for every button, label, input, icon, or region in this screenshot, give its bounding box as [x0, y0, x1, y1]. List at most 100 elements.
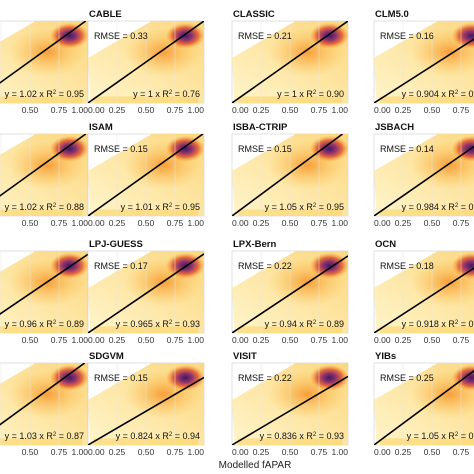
regression-line: [88, 134, 204, 216]
regression-line: [374, 369, 474, 445]
x-tick-label: 0.25: [253, 447, 270, 457]
x-tick-label: 0.75: [51, 105, 68, 115]
density-field: [232, 134, 348, 216]
panel-title: LPJ-GUESS: [89, 239, 143, 250]
regression-line: [232, 134, 343, 216]
panel-10: LPX-Bern RMSE = 0.22 y = 0.94 x R2 = 0.89 0…: [231, 239, 349, 345]
fit-equation: y = 1.02 x R2 = 0.88: [5, 202, 84, 212]
x-tick-label: 0.00: [232, 105, 249, 115]
density-field: [0, 363, 88, 445]
panel-title: YIBs: [375, 351, 396, 362]
fit-equation: y = 0.984 x R2 = 0.96: [402, 202, 474, 212]
x-tick-label: 0.50: [22, 218, 39, 228]
regression-line: [374, 267, 474, 333]
x-tick-label: 0.50: [138, 105, 155, 115]
x-tick-label: 0.50: [282, 218, 299, 228]
x-tick-label: 1.00: [187, 105, 204, 115]
regression-line: [232, 21, 348, 103]
x-tick-label: 1.00: [331, 335, 348, 345]
x-tick-label: 0.25: [395, 447, 412, 457]
x-tick-label: 0.75: [167, 105, 184, 115]
x-tick-label: 0.25: [253, 218, 270, 228]
x-tick-label: 1.00: [187, 335, 204, 345]
x-tick-label: 0.75: [453, 447, 470, 457]
x-tick-label: 0.75: [311, 447, 328, 457]
rmse-label: RMSE = 0.18: [380, 261, 434, 271]
x-tick-label: 0.25: [395, 218, 412, 228]
x-tick-label: 0.75: [311, 105, 328, 115]
rmse-label: RMSE = 0.15: [94, 144, 148, 154]
x-tick-label: 0.25: [395, 105, 412, 115]
x-tick-label: 0.00: [232, 218, 249, 228]
x-tick-label: 0.00: [374, 218, 391, 228]
x-tick-label: 0.75: [51, 218, 68, 228]
x-tick-label: 0.25: [109, 105, 126, 115]
density-field: [374, 21, 474, 103]
regression-line: [0, 134, 87, 197]
rmse-label: RMSE = 0.14: [380, 144, 434, 154]
x-tick-label: 0.00: [88, 105, 105, 115]
x-tick-label: 0.50: [138, 447, 155, 457]
x-tick-label: 1.00: [331, 105, 348, 115]
density-field: [374, 134, 474, 216]
fit-equation: y = 1.02 x R2 = 0.95: [5, 89, 84, 99]
fit-equation: y = 1.03 x R2 = 0.87: [5, 431, 84, 441]
x-tick-label: 0.75: [453, 105, 470, 115]
x-tick-label: 0.00: [88, 218, 105, 228]
x-axis-label: Modelled fAPAR: [219, 460, 292, 471]
regression-line: [374, 38, 474, 103]
x-tick-label: 0.50: [22, 335, 39, 345]
density-field: [374, 251, 474, 333]
regression-line: [88, 253, 204, 333]
panel-1: CABLE RMSE = 0.33 y = 1 x R2 = 0.76 0.00 0.2…: [87, 9, 205, 115]
fit-equation: y = 0.918 x R2 = 0.91: [402, 319, 474, 329]
panel-5: ISAM RMSE = 0.15 y = 1.01 x R2 = 0.95 0.00 0…: [87, 122, 205, 228]
x-tick-label: 0.50: [282, 447, 299, 457]
x-tick-label: 0.50: [138, 218, 155, 228]
x-tick-label: 0.50: [424, 447, 441, 457]
density-field: [0, 134, 88, 216]
fit-equation: y = 0.965 x R2 = 0.93: [116, 319, 200, 329]
x-tick-label: 0.50: [282, 105, 299, 115]
x-tick-label: 0.00: [88, 335, 105, 345]
rmse-label: RMSE = 0.17: [94, 261, 148, 271]
panel-title: CLM5.0: [375, 9, 409, 20]
rmse-label: RMSE = 0.15: [238, 144, 292, 154]
x-tick-label: 0.75: [167, 447, 184, 457]
fit-equation: y = 1 x R2 = 0.90: [277, 89, 344, 99]
x-tick-label: 0.00: [374, 105, 391, 115]
panel-9: LPJ-GUESS RMSE = 0.17 y = 0.965 x R2 = 0.9…: [87, 239, 205, 345]
fit-equation: y = 1 x R2 = 0.76: [133, 89, 200, 99]
x-tick-label: 0.00: [232, 447, 249, 457]
fit-equation: y = 0.94 x R2 = 0.89: [265, 319, 344, 329]
rmse-label: RMSE = 0.21: [238, 31, 292, 41]
rmse-label: RMSE = 0.25: [380, 373, 434, 383]
x-tick-label: 0.75: [453, 218, 470, 228]
x-tick-label: 0.75: [167, 335, 184, 345]
x-tick-label: 1.00: [71, 218, 88, 228]
rmse-label: RMSE = 0.22: [238, 373, 292, 383]
panel-12: y = 1.03 x R2 = 0.87 0.50 0.75 1.00: [0, 362, 89, 457]
regression-line: [0, 363, 86, 426]
x-tick-label: 1.00: [331, 447, 348, 457]
regression-line: [232, 375, 348, 445]
panel-0: y = 1.02 x R2 = 0.95 0.50 0.75 1.00: [0, 20, 89, 115]
panel-title: JSBACH: [375, 122, 414, 133]
regression-line: [0, 21, 87, 84]
x-tick-label: 0.00: [88, 447, 105, 457]
fit-equation: y = 0.96 x R2 = 0.89: [5, 319, 84, 329]
fit-equation: y = 1.01 x R2 = 0.95: [121, 202, 200, 212]
regression-line: [0, 253, 88, 315]
regression-line: [374, 145, 474, 216]
x-tick-label: 0.75: [167, 218, 184, 228]
panel-15: YIBs RMSE = 0.25 y = 1.05 x R2 = 0.94 0.00 0…: [373, 351, 474, 457]
density-field: [0, 21, 88, 103]
rmse-label: RMSE = 0.33: [94, 31, 148, 41]
panel-title: ISBA-CTRIP: [233, 122, 288, 133]
fit-equation: y = 0.904 x R2 = 0.90: [402, 89, 474, 99]
panel-title: VISIT: [233, 351, 257, 362]
rmse-label: RMSE = 0.22: [238, 261, 292, 271]
panel-11: OCN RMSE = 0.18 y = 0.918 x R2 = 0.91 0.00 0…: [373, 239, 474, 345]
x-tick-label: 1.00: [331, 218, 348, 228]
